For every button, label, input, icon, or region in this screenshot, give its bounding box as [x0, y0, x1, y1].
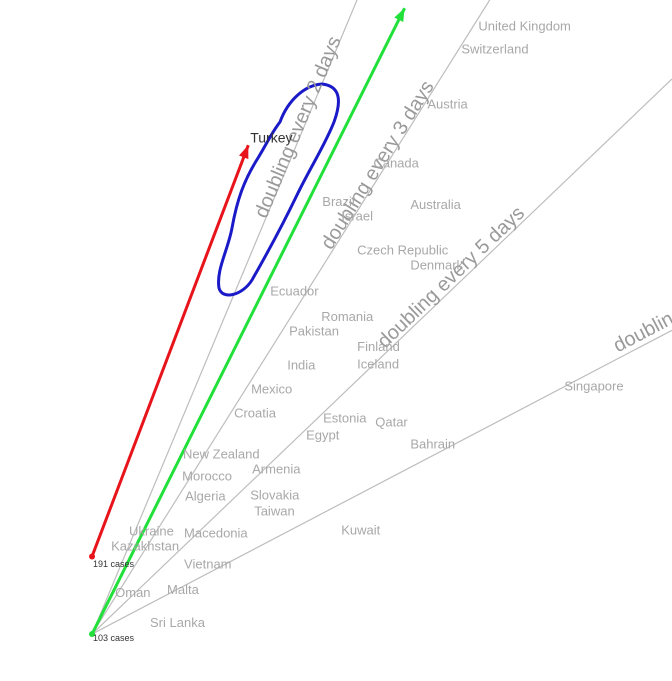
start-point — [89, 631, 96, 638]
guide-line — [91, 329, 672, 635]
country-label: Egypt — [306, 427, 340, 442]
country-label: Mexico — [251, 381, 292, 396]
country-label: Finland — [357, 339, 400, 354]
country-label: United Kingdom — [478, 18, 570, 33]
country-label: Austria — [427, 96, 468, 111]
country-label: Taiwan — [254, 503, 294, 518]
country-label: Ukraine — [129, 524, 174, 539]
guide-label: doubling — [610, 302, 672, 357]
arrowhead — [394, 8, 405, 23]
country-label: Morocco — [182, 468, 232, 483]
guide-line — [91, 0, 358, 635]
country-label: Macedonia — [184, 526, 248, 541]
country-label: Turkey — [250, 130, 292, 146]
guide-line — [91, 0, 491, 635]
arrowhead — [239, 145, 249, 160]
arrow-line — [90, 7, 406, 635]
annotation: 191 cases — [93, 559, 135, 569]
country-label: Estonia — [323, 410, 367, 425]
country-label: Canada — [373, 155, 419, 170]
country-label: Czech Republic — [357, 242, 449, 257]
arrow-line — [90, 144, 250, 557]
guide-label: doubling every 5 days — [373, 202, 529, 352]
country-label: Singapore — [564, 378, 623, 393]
country-label: Denmark — [410, 258, 463, 273]
hand-drawn-loop — [217, 82, 340, 297]
country-label: Qatar — [375, 415, 408, 430]
country-label: Malta — [167, 582, 200, 597]
country-label: Switzerland — [461, 41, 528, 56]
country-label: Australia — [410, 197, 461, 212]
country-label: Armenia — [252, 461, 301, 476]
country-label: Brazil — [322, 194, 355, 209]
start-point — [89, 553, 96, 560]
country-label: Croatia — [234, 405, 277, 420]
annotation: 103 cases — [93, 633, 135, 643]
country-label: Slovakia — [250, 488, 300, 503]
guide-line — [91, 78, 672, 635]
country-label: Sri Lanka — [150, 615, 206, 630]
country-label: Romania — [321, 309, 374, 324]
country-label: Iceland — [357, 356, 399, 371]
country-label: Kazakhstan — [111, 538, 179, 553]
country-label: Pakistan — [289, 324, 339, 339]
country-label: Ecuador — [270, 284, 319, 299]
country-label: New Zealand — [183, 446, 260, 461]
country-label: Bahrain — [410, 436, 455, 451]
country-label: Vietnam — [184, 556, 231, 571]
country-label: India — [287, 357, 316, 372]
country-label: Kuwait — [341, 523, 380, 538]
country-label: Algeria — [185, 489, 226, 504]
country-label: Israel — [341, 208, 373, 223]
lines — [89, 0, 672, 638]
country-label: Oman — [115, 585, 150, 600]
